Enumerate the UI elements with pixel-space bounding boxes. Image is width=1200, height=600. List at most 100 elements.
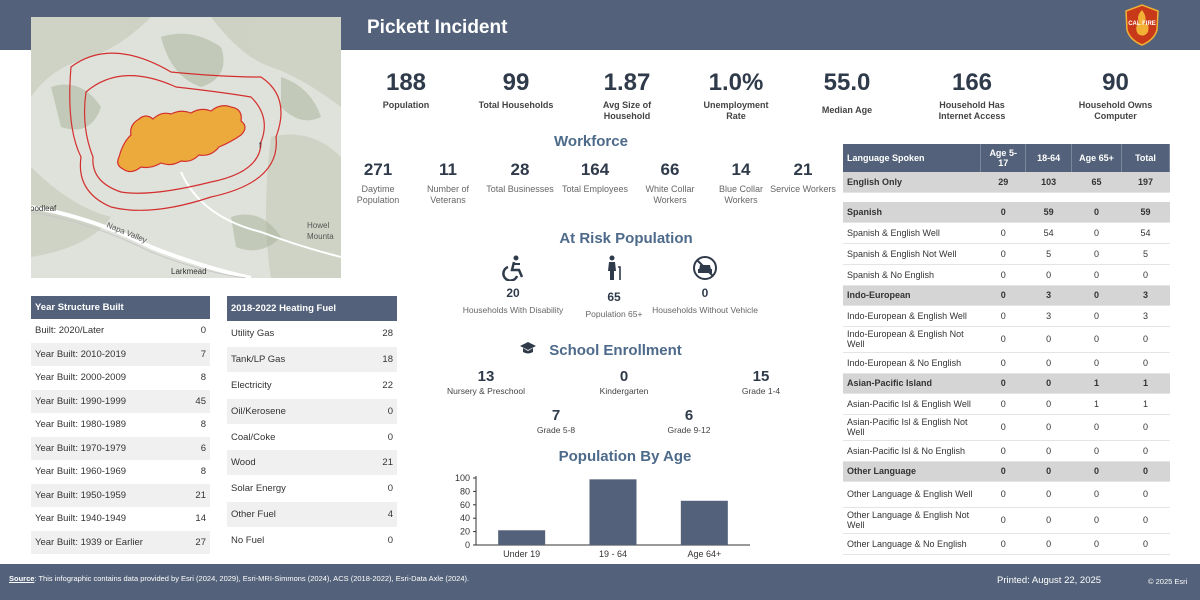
stat-value: 1.87 [603, 69, 651, 96]
cell-value: 59 [1025, 202, 1072, 223]
footer-bar: Source: This infographic contains data p… [0, 564, 1200, 600]
cell-value: 65 [1071, 172, 1122, 193]
stat-avg-household-size: 1.87 Avg Size of Household [591, 69, 663, 122]
x-tick-label: Under 19 [503, 549, 540, 559]
column-header: Age 65+ [1071, 144, 1123, 172]
x-tick-label: 19 - 64 [599, 549, 627, 559]
at-risk-population-65: 65 Population 65+ [559, 254, 669, 319]
stat-internet-access: 166 Household Has Internet Access [928, 69, 1016, 122]
cell-value: 0 [1071, 507, 1122, 534]
enrollment-label: Grade 9-12 [667, 425, 711, 435]
y-tick-label: 20 [460, 527, 470, 537]
cell-value: 0 [980, 533, 1026, 555]
table-row: Year Built: 1940-1949 14 [31, 507, 210, 531]
cell-value: 3 [1025, 305, 1072, 327]
enrollment-grade-5-8: 7 Grade 5-8 [496, 407, 616, 435]
table-row: Other Fuel 4 [227, 501, 397, 528]
cell-value: 0 [1025, 481, 1072, 508]
enrollment-value: 6 [684, 407, 694, 424]
row-label: Year Built: 1940-1949 [31, 507, 186, 531]
table-row: Year Built: 1950-1959 21 [31, 483, 210, 508]
printed-date: Printed: August 22, 2025 [997, 575, 1102, 586]
cell-value: 3 [1121, 305, 1170, 327]
row-value: 22 [358, 372, 397, 399]
heating-fuel-table: 2018-2022 Heating Fuel Utility Gas 28 Tank… [227, 296, 397, 554]
copyright: © 2025 Esri [1148, 577, 1188, 586]
cell-value: 5 [1025, 243, 1072, 265]
workforce-employees: 164 Total Employees [560, 160, 630, 195]
table-row: Spanish & No English 0 0 0 0 [843, 264, 1170, 286]
table-header-row: Year Structure Built [31, 296, 210, 319]
enrollment-value: 7 [551, 407, 561, 424]
enrollment-label: Grade 1-4 [741, 386, 781, 396]
row-label: Year Built: 2000-2009 [31, 366, 186, 390]
row-value: 0 [185, 319, 210, 343]
row-label: Year Built: 1939 or Earlier [31, 530, 186, 555]
language-spoken-table: Language Spoken Age 5-17 18-64 Age 65+ Total… [843, 144, 1170, 555]
cell-value: 0 [1121, 533, 1170, 555]
row-value: 0 [358, 398, 397, 425]
stat-label: Total Households [478, 100, 554, 110]
row-label: Spanish [843, 202, 981, 223]
enrollment-grade-9-12: 6 Grade 9-12 [629, 407, 749, 435]
table-row: Solar Energy 0 [227, 475, 397, 503]
row-label: Year Built: 2010-2019 [31, 342, 186, 367]
workforce-label: Blue Collar Workers [718, 184, 764, 205]
cell-value: 0 [980, 373, 1026, 394]
cell-value: 3 [1025, 285, 1072, 306]
workforce-veterans: 11 Number of Veterans [413, 160, 483, 206]
page-title: Pickett Incident [367, 17, 508, 38]
cell-value: 0 [980, 461, 1026, 482]
cell-value: 0 [980, 305, 1026, 327]
bar [589, 479, 637, 545]
cell-value: 59 [1121, 202, 1170, 223]
source-text: : This infographic contains data provide… [34, 574, 470, 583]
workforce-label: Total Employees [561, 184, 629, 194]
table-row: Year Built: 1960-1969 8 [31, 460, 210, 484]
map-label-oodleaf: oodleaf [31, 204, 57, 213]
cell-value: 103 [1025, 172, 1072, 193]
at-risk-label: Population 65+ [585, 309, 643, 319]
table-row: Spanish & English Well 0 54 0 54 [843, 222, 1170, 244]
row-label: Year Built: 1980-1989 [31, 413, 186, 437]
at-risk-value: 65 [607, 290, 621, 304]
cell-value: 0 [1025, 373, 1072, 394]
table-row: Built: 2020/Later 0 [31, 319, 210, 343]
at-risk-no-vehicle: 0 Households Without Vehicle [650, 254, 760, 315]
row-value: 0 [358, 527, 397, 554]
column-header: Language Spoken [843, 144, 982, 172]
workforce-title: Workforce [554, 133, 628, 150]
stat-value: 1.0% [708, 69, 764, 96]
row-label: No Fuel [227, 527, 359, 554]
stat-label: Avg Size of Household [602, 100, 652, 121]
row-value: 6 [185, 436, 210, 461]
workforce-value: 14 [731, 160, 751, 179]
stat-value: 188 [385, 69, 427, 96]
cell-value: 0 [1121, 461, 1170, 482]
table-row: Year Built: 2010-2019 7 [31, 342, 210, 367]
cell-value: 0 [1071, 352, 1122, 374]
at-risk-value: 20 [506, 286, 520, 300]
map-label-mounta: Mounta [307, 232, 334, 241]
enrollment-value: 15 [752, 368, 770, 385]
row-value: 8 [185, 460, 210, 484]
school-enrollment-title: School Enrollment [549, 342, 682, 359]
row-label: Other Language & English Well [843, 481, 981, 508]
table-row: Asian-Pacific Isl & English Well 0 0 1 1 [843, 393, 1170, 415]
enrollment-label: Kindergarten [599, 386, 649, 396]
stat-value: 166 [951, 69, 993, 96]
table-row: Year Built: 1980-1989 8 [31, 413, 210, 437]
enrollment-nursery: 13 Nursery & Preschool [426, 368, 546, 396]
wheelchair-icon [502, 255, 524, 281]
incident-map[interactable]: oodleaf Howel Mounta Napa Valley Larkmea… [31, 17, 341, 278]
row-label: Asian-Pacific Isl & English Well [843, 393, 981, 415]
enrollment-value: 13 [477, 368, 495, 385]
cell-value: 0 [1121, 440, 1170, 462]
population-chart-title: Population By Age [558, 448, 692, 465]
workforce-value: 11 [439, 160, 457, 179]
row-label: Asian-Pacific Isl & English Not Well [843, 414, 981, 441]
cell-value: 0 [980, 393, 1026, 415]
cell-value: 29 [980, 172, 1026, 193]
workforce-value: 66 [660, 160, 680, 179]
stat-label: Median Age [821, 105, 873, 115]
